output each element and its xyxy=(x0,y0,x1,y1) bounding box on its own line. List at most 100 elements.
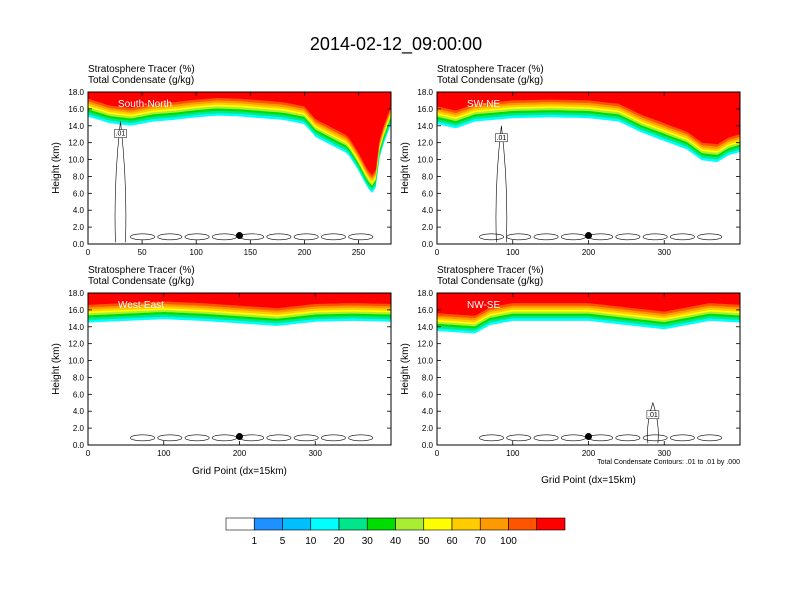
condensate-contour xyxy=(697,434,723,442)
colorbar-label: 40 xyxy=(390,536,402,547)
y-tick-label: 8.0 xyxy=(73,373,85,382)
tracer-band-8 xyxy=(437,92,740,145)
contour-label-box xyxy=(114,129,127,138)
y-tick-label: 8.0 xyxy=(422,373,434,382)
condensate-column-contour xyxy=(647,401,659,444)
x-tick-label: 0 xyxy=(435,449,440,458)
panel-label: SW-NE xyxy=(467,99,500,110)
y-tick-label: 2.0 xyxy=(73,223,85,232)
x-tick-label: 300 xyxy=(658,449,672,458)
x-tick-label: 50 xyxy=(138,248,147,257)
panel-0: .01 South-North Stratosphere Tracer (%)Tot… xyxy=(51,64,392,257)
y-tick-label: 14.0 xyxy=(68,323,84,332)
y-tick-label: 8.0 xyxy=(73,172,85,181)
colorbar-swatch xyxy=(536,517,566,531)
y-tick-label: 18.0 xyxy=(417,289,433,298)
y-tick-label: 18.0 xyxy=(417,88,433,97)
y-tick-label: 6.0 xyxy=(73,189,85,198)
x-tick-label: 100 xyxy=(190,248,204,257)
y-tick-label: 12.0 xyxy=(68,139,84,148)
colorbar-label: 30 xyxy=(362,536,374,547)
panel-subtitle-2: Total Condensate (g/kg) xyxy=(437,75,543,86)
y-tick-label: 18.0 xyxy=(68,289,84,298)
y-tick-label: 0.0 xyxy=(73,240,85,249)
colorbar-swatch xyxy=(508,517,538,531)
x-axis-label: Grid Point (dx=15km) xyxy=(192,466,287,477)
y-tick-label: 8.0 xyxy=(422,172,434,181)
condensate-contour xyxy=(642,233,668,241)
contour-footnote: Total Condensate Contours: .01 to .01 by… xyxy=(597,459,740,466)
panel-subtitle-2: Total Condensate (g/kg) xyxy=(437,276,543,287)
y-axis-label: Height (km) xyxy=(51,142,62,194)
y-tick-label: 4.0 xyxy=(73,407,85,416)
y-tick-label: 16.0 xyxy=(68,105,84,114)
panel-label: South-North xyxy=(118,99,172,110)
colorbar-swatch xyxy=(253,517,283,531)
x-tick-label: 300 xyxy=(309,449,323,458)
condensate-contour xyxy=(157,434,183,442)
colorbar-label: 100 xyxy=(500,536,517,547)
y-tick-label: 0.0 xyxy=(73,441,85,450)
colorbar-label: 60 xyxy=(446,536,458,547)
condensate-contour xyxy=(266,233,292,241)
condensate-contour xyxy=(130,233,155,241)
y-tick-label: 2.0 xyxy=(422,223,434,232)
condensate-contour xyxy=(479,434,504,442)
location-marker xyxy=(236,433,243,441)
plot-area: .01 xyxy=(88,92,391,244)
y-tick-label: 16.0 xyxy=(68,306,84,315)
condensate-contour xyxy=(533,233,559,241)
panel-1: .01 SW-NE Stratosphere Tracer (%)Total Con… xyxy=(400,64,741,257)
panel-subtitle-1: Stratosphere Tracer (%) xyxy=(88,64,195,75)
location-marker xyxy=(585,433,592,441)
y-tick-label: 10.0 xyxy=(68,357,84,366)
condensate-contour xyxy=(506,434,532,442)
panel-subtitle-1: Stratosphere Tracer (%) xyxy=(88,265,195,276)
condensate-contour xyxy=(184,233,210,241)
y-tick-label: 14.0 xyxy=(68,122,84,131)
y-axis-label: Height (km) xyxy=(400,142,411,194)
x-tick-label: 0 xyxy=(86,449,91,458)
condensate-contour xyxy=(697,233,723,241)
condensate-contour xyxy=(293,233,319,241)
condensate-contour xyxy=(670,233,695,241)
y-tick-label: 2.0 xyxy=(422,424,434,433)
y-tick-label: 10.0 xyxy=(68,156,84,165)
condensate-contour xyxy=(479,233,504,241)
panel-subtitle-1: Stratosphere Tracer (%) xyxy=(437,265,544,276)
plot-area: .01 xyxy=(437,293,740,445)
colorbar-swatch xyxy=(451,517,481,531)
colorbar-swatch xyxy=(366,517,396,531)
colorbar-swatch xyxy=(225,517,255,531)
panel-subtitle-2: Total Condensate (g/kg) xyxy=(88,75,194,86)
panel-label: NW-SE xyxy=(467,300,500,311)
colorbar-swatch xyxy=(479,517,509,531)
y-tick-label: 0.0 xyxy=(422,240,434,249)
x-tick-label: 250 xyxy=(352,248,366,257)
y-tick-label: 10.0 xyxy=(417,156,433,165)
colorbar-label: 50 xyxy=(418,536,430,547)
colorbar-label: 70 xyxy=(475,536,487,547)
x-tick-label: 200 xyxy=(233,449,247,458)
y-tick-label: 6.0 xyxy=(422,189,434,198)
y-tick-label: 12.0 xyxy=(417,340,433,349)
y-tick-label: 4.0 xyxy=(73,206,85,215)
x-tick-label: 200 xyxy=(582,248,596,257)
x-tick-label: 0 xyxy=(435,248,440,257)
contour-label: .01 xyxy=(497,135,507,142)
condensate-contour xyxy=(130,434,155,442)
colorbar-label: 1 xyxy=(251,536,257,547)
y-tick-label: 12.0 xyxy=(68,340,84,349)
panel-label: West-East xyxy=(118,300,164,311)
panel-2: West-East Stratosphere Tracer (%)Total Co… xyxy=(51,265,392,477)
plot-area xyxy=(88,293,391,445)
x-tick-label: 100 xyxy=(506,449,520,458)
colorbar-swatch xyxy=(395,517,425,531)
condensate-contour xyxy=(615,233,641,241)
x-axis-label: Grid Point (dx=15km) xyxy=(541,475,636,486)
condensate-contour xyxy=(321,434,346,442)
x-tick-label: 200 xyxy=(298,248,312,257)
y-tick-label: 16.0 xyxy=(417,105,433,114)
contour-label: .01 xyxy=(116,131,126,138)
